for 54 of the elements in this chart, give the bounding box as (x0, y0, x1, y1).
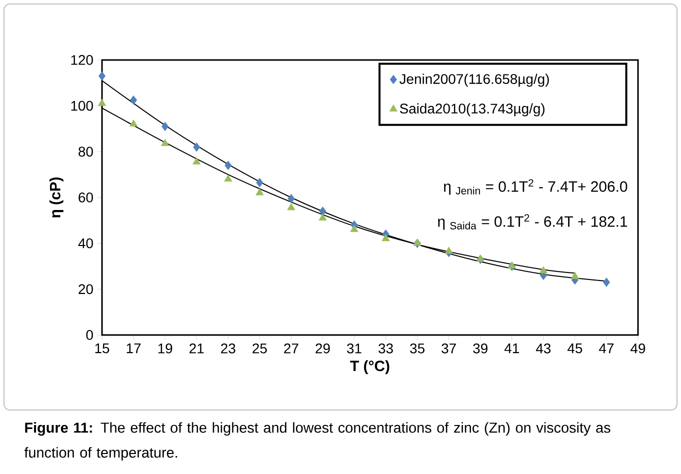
legend-label: Jenin2007(116.658µg/g) (400, 74, 549, 87)
point (256, 188, 264, 196)
point (98, 98, 106, 106)
y-tick-label: 80 (78, 146, 93, 157)
point (98, 71, 106, 81)
x-tick-label: 21 (190, 343, 204, 354)
x-tick-label: 49 (630, 343, 646, 354)
x-tick-label: 47 (599, 344, 614, 354)
y-tick-label: 20 (78, 284, 93, 294)
annotation: η $_{Jenin}$ = 0.1T$^{2}$ - 7.4T+ 206.0 (444, 179, 628, 195)
point (224, 174, 232, 182)
point (319, 206, 326, 216)
point (129, 120, 138, 127)
point (193, 142, 200, 152)
x-tick-label: 37 (442, 343, 456, 354)
point (288, 194, 295, 204)
point (130, 95, 138, 105)
x-tick-label: 45 (568, 344, 582, 354)
x-tick-label: 39 (473, 343, 488, 354)
y-axis-title: η (cP) (49, 177, 64, 218)
x-tick-label: 43 (536, 343, 551, 354)
point (256, 178, 264, 188)
y-tick-label: 100 (71, 100, 93, 111)
x-tick-label: 27 (284, 343, 298, 354)
x-tick-label: 29 (316, 343, 330, 354)
point (224, 160, 232, 170)
y-tick-label: 0 (86, 330, 93, 340)
point (444, 246, 453, 254)
x-tick-label: 31 (347, 343, 362, 354)
point (539, 266, 548, 274)
text: Figure 11: The effect of the highest and lowest concentrations of zinc (Zn) on viscosity as function of temperature. (24, 422, 610, 461)
x-tick-label: 33 (378, 343, 393, 354)
point (350, 224, 358, 232)
annotation: η $_{Saida}$ = 0.1T$^{2}$ - 6.4T + 182.1 (438, 214, 628, 230)
x-tick-label: 35 (410, 343, 424, 354)
x-tick-label: 17 (126, 344, 141, 354)
point (602, 278, 610, 287)
x-tick-label: 15 (95, 344, 110, 354)
point (192, 157, 201, 164)
point (570, 272, 579, 279)
point (287, 203, 296, 210)
y-tick-label: 60 (78, 192, 93, 202)
x-tick-label: 41 (504, 344, 519, 354)
y-tick-label: 40 (78, 238, 93, 248)
x-tick-label: 25 (252, 343, 267, 354)
point (318, 213, 327, 221)
x-axis-title: T (°C) (350, 360, 390, 374)
legend-label: Saida2010(13.743µg/g) (400, 103, 544, 116)
y-tick-label: 120 (71, 55, 93, 65)
point (382, 234, 390, 242)
x-tick-label: 23 (221, 343, 236, 354)
point (162, 122, 169, 132)
point (161, 138, 170, 146)
x-tick-label: 19 (158, 343, 172, 354)
